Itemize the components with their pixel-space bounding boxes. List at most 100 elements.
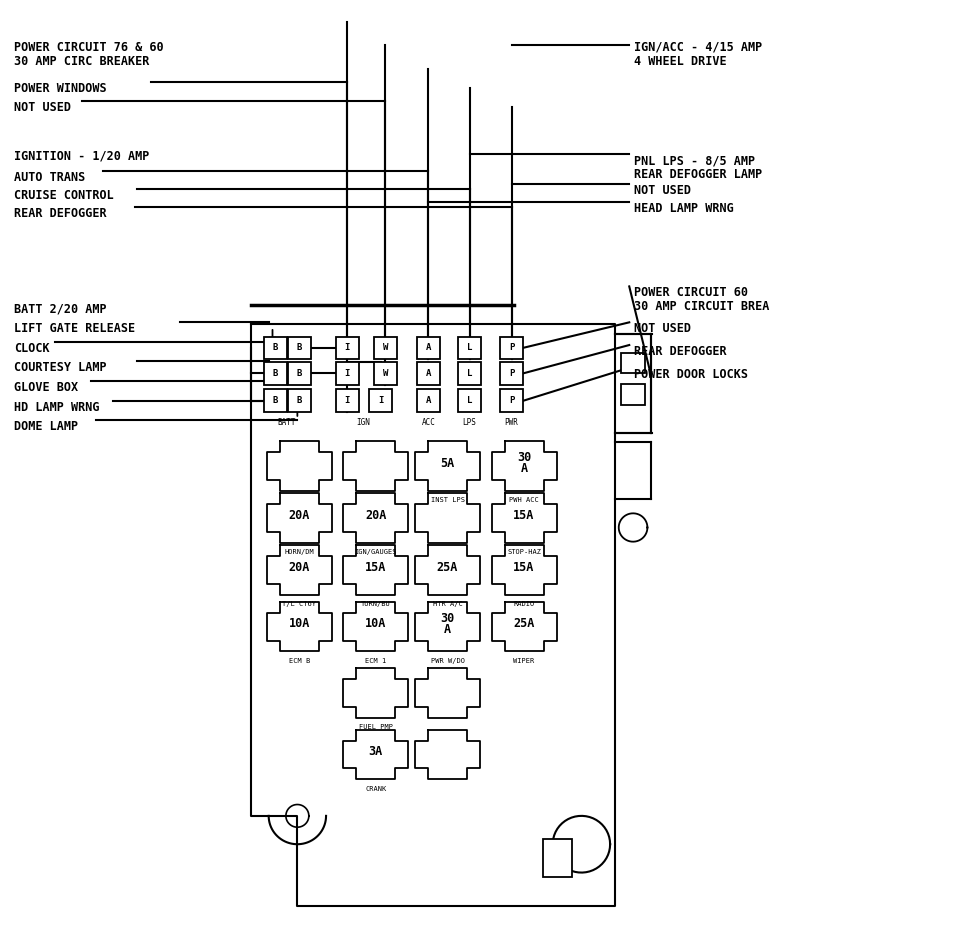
Text: PWR: PWR bbox=[505, 417, 518, 427]
Bar bbox=[457, 362, 480, 385]
Text: GLOVE BOX: GLOVE BOX bbox=[14, 381, 78, 394]
Text: B: B bbox=[272, 369, 278, 378]
Text: I: I bbox=[344, 343, 350, 353]
Text: W: W bbox=[382, 343, 387, 353]
Bar bbox=[543, 840, 571, 878]
Text: B: B bbox=[296, 397, 302, 405]
Text: B: B bbox=[296, 343, 302, 353]
Text: TURN/BU: TURN/BU bbox=[360, 601, 390, 608]
Bar bbox=[263, 362, 286, 385]
Bar bbox=[457, 390, 480, 412]
Text: PWR W/DO: PWR W/DO bbox=[431, 658, 464, 664]
Bar bbox=[266, 494, 332, 543]
Text: 10A: 10A bbox=[288, 617, 309, 631]
Bar bbox=[263, 337, 286, 359]
Text: 15A: 15A bbox=[365, 561, 386, 573]
Text: FUEL PMP: FUEL PMP bbox=[358, 724, 392, 730]
Text: T/L CT6Y: T/L CT6Y bbox=[282, 601, 316, 608]
Text: INST LPS: INST LPS bbox=[431, 497, 464, 503]
Text: STOP-HAZ: STOP-HAZ bbox=[506, 550, 540, 555]
Text: POWER DOOR LOCKS: POWER DOOR LOCKS bbox=[633, 368, 748, 380]
Text: B: B bbox=[296, 369, 302, 378]
Bar bbox=[266, 441, 332, 491]
Text: AUTO TRANS: AUTO TRANS bbox=[14, 171, 86, 184]
Text: B: B bbox=[272, 343, 278, 353]
Text: HD LAMP WRNG: HD LAMP WRNG bbox=[14, 400, 100, 414]
Bar bbox=[414, 494, 480, 543]
Text: NOT USED: NOT USED bbox=[633, 322, 690, 336]
Text: IGN/GAUGES: IGN/GAUGES bbox=[355, 550, 397, 555]
Bar bbox=[414, 546, 480, 594]
Text: IGNITION - 1/20 AMP: IGNITION - 1/20 AMP bbox=[14, 149, 150, 163]
Text: I: I bbox=[344, 397, 350, 405]
Text: 10A: 10A bbox=[365, 617, 386, 631]
Bar bbox=[374, 362, 397, 385]
Text: 30
A: 30 A bbox=[440, 611, 455, 636]
Bar bbox=[343, 494, 407, 543]
Text: POWER WINDOWS: POWER WINDOWS bbox=[14, 82, 107, 95]
Bar bbox=[491, 494, 556, 543]
Text: BATT 2/20 AMP: BATT 2/20 AMP bbox=[14, 302, 107, 316]
Bar bbox=[335, 390, 358, 412]
Text: L: L bbox=[466, 397, 472, 405]
Text: PWH ACC: PWH ACC bbox=[508, 497, 538, 503]
Bar bbox=[620, 384, 644, 404]
Text: LIFT GATE RELEASE: LIFT GATE RELEASE bbox=[14, 322, 136, 336]
Bar bbox=[491, 602, 556, 651]
Text: CRUISE CONTROL: CRUISE CONTROL bbox=[14, 189, 114, 202]
Text: P: P bbox=[508, 343, 514, 353]
Text: 30
A: 30 A bbox=[516, 451, 530, 476]
Text: W: W bbox=[382, 369, 387, 378]
Text: L: L bbox=[466, 369, 472, 378]
Text: B: B bbox=[272, 397, 278, 405]
Bar bbox=[491, 441, 556, 491]
Text: 20A: 20A bbox=[365, 509, 386, 522]
Text: PNL LPS - 8/5 AMP
REAR DEFOGGER LAMP: PNL LPS - 8/5 AMP REAR DEFOGGER LAMP bbox=[633, 154, 761, 181]
Bar bbox=[343, 729, 407, 779]
Bar bbox=[287, 337, 310, 359]
Bar bbox=[416, 362, 439, 385]
Bar bbox=[343, 602, 407, 651]
Text: REAR DEFOGGER: REAR DEFOGGER bbox=[633, 345, 726, 358]
Bar bbox=[369, 390, 392, 412]
Bar bbox=[414, 441, 480, 491]
Bar bbox=[335, 337, 358, 359]
Text: IGN: IGN bbox=[356, 417, 370, 427]
Bar bbox=[620, 353, 644, 374]
Bar bbox=[287, 390, 310, 412]
Text: A: A bbox=[426, 369, 431, 378]
Bar bbox=[416, 337, 439, 359]
Text: NOT USED: NOT USED bbox=[14, 101, 71, 114]
Text: P: P bbox=[508, 369, 514, 378]
Text: 15A: 15A bbox=[513, 509, 534, 522]
Text: HTR A/C: HTR A/C bbox=[432, 601, 462, 608]
Bar bbox=[266, 546, 332, 594]
Text: A: A bbox=[426, 397, 431, 405]
Text: P: P bbox=[508, 397, 514, 405]
Text: HEAD LAMP WRNG: HEAD LAMP WRNG bbox=[633, 203, 733, 215]
Text: LPS: LPS bbox=[462, 417, 476, 427]
Text: POWER CIRCUIT 60
30 AMP CIRCUIT BREA: POWER CIRCUIT 60 30 AMP CIRCUIT BREA bbox=[633, 286, 769, 314]
Bar bbox=[491, 546, 556, 594]
Text: L: L bbox=[466, 343, 472, 353]
Text: DOME LAMP: DOME LAMP bbox=[14, 419, 78, 433]
Text: HORN/DM: HORN/DM bbox=[284, 550, 314, 555]
Bar bbox=[500, 362, 523, 385]
Text: CLOCK: CLOCK bbox=[14, 342, 50, 355]
Text: ECM B: ECM B bbox=[288, 658, 309, 664]
Text: 20A: 20A bbox=[288, 561, 309, 573]
Text: ACC: ACC bbox=[421, 417, 435, 427]
Bar bbox=[287, 362, 310, 385]
Bar bbox=[414, 669, 480, 718]
Text: WIPER: WIPER bbox=[513, 658, 534, 664]
Bar bbox=[500, 337, 523, 359]
Bar bbox=[263, 390, 286, 412]
Text: RADIO: RADIO bbox=[513, 601, 534, 608]
Bar bbox=[457, 337, 480, 359]
Bar bbox=[374, 337, 397, 359]
Bar bbox=[343, 669, 407, 718]
Text: REAR DEFOGGER: REAR DEFOGGER bbox=[14, 207, 107, 220]
Text: 25A: 25A bbox=[436, 561, 457, 573]
Bar bbox=[343, 441, 407, 491]
Bar bbox=[416, 390, 439, 412]
